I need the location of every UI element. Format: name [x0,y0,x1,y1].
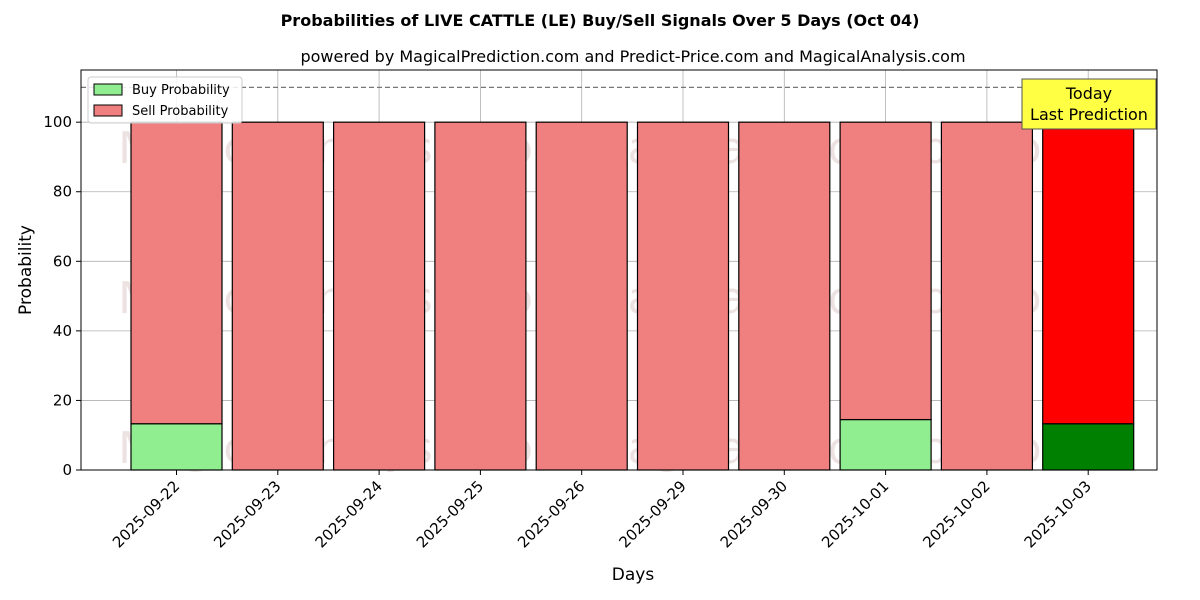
bar-sell [1042,121,1135,425]
y-axis: 0 20 40 60 80 100 [43,113,81,479]
x-tick-label: 2025-09-24 [312,477,386,551]
legend-label: Buy Probability [132,83,230,98]
legend-box [87,76,243,124]
y-tick-label: 80 [53,183,72,201]
annotation-text: Today [1065,84,1112,103]
legend-label: Sell Probability [132,104,229,119]
today-annotation: Today Last Prediction [1021,78,1157,130]
annotation-box [1021,78,1157,130]
plot-frame [80,69,1158,471]
bar-sell [839,121,932,421]
bar-buy [130,423,223,471]
chart-subtitle: powered by MagicalPrediction.com and Pre… [300,47,965,66]
y-tick-label: 60 [53,252,72,270]
x-tick-label: 2025-09-25 [413,477,487,551]
x-tick-label: 2025-09-29 [615,477,689,551]
x-tick-label: 2025-10-03 [1021,477,1095,551]
bar-buy [839,418,932,471]
x-tick-label: 2025-09-23 [210,477,284,551]
y-tick-label: 0 [62,461,72,479]
x-axis-label: Days [612,565,655,585]
annotation-text: Last Prediction [1030,105,1148,124]
bar-sell [535,121,628,471]
y-tick-label: 40 [53,322,72,340]
x-tick-label: 2025-09-22 [109,477,183,551]
legend-swatch [93,104,123,117]
legend: Buy Probability Sell Probability [87,76,243,124]
bar-sell [434,121,527,471]
x-tick-label: 2025-10-01 [818,477,892,551]
bar-buy [1042,423,1135,471]
bar-sell [130,121,223,425]
x-tick-label: 2025-09-26 [514,477,588,551]
y-axis-label: Probability [16,225,36,315]
y-tick-label: 100 [43,113,72,131]
legend-swatch [93,83,123,96]
bar-sell [636,121,730,471]
bars [130,121,1135,471]
chart-title: Probabilities of LIVE CATTLE (LE) Buy/Se… [281,11,920,30]
x-tick-label: 2025-09-30 [717,477,791,551]
bar-sell [940,121,1034,471]
bar-sell [333,121,426,471]
bar-sell [738,121,831,471]
x-tick-label: 2025-10-02 [919,477,993,551]
y-tick-label: 20 [53,391,72,409]
bar-sell [231,121,324,471]
x-axis: 2025-09-22 2025-09-23 2025-09-24 2025-09-25… [109,470,1095,551]
